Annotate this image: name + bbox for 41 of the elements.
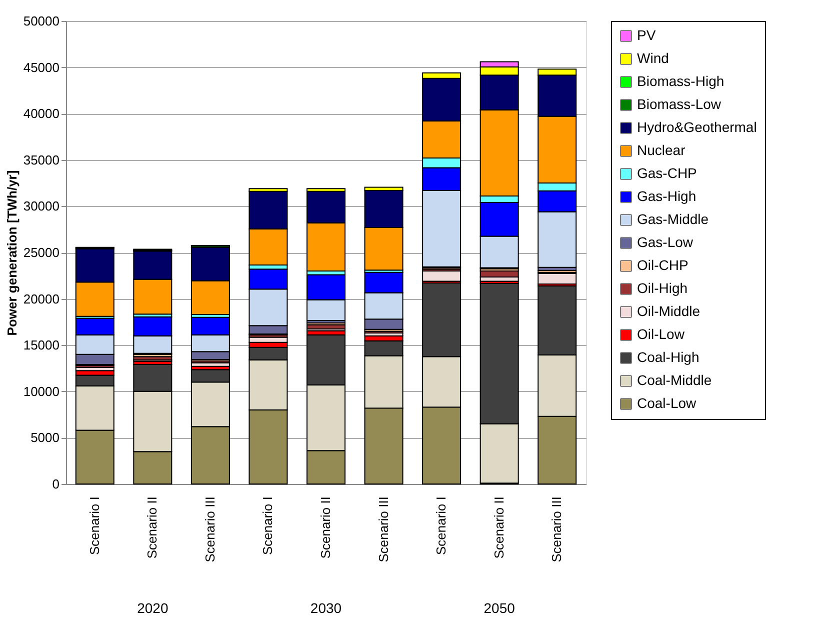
legend-label: Coal-High — [637, 349, 700, 365]
text: 2020 — [137, 600, 168, 616]
x-tick-label: Scenario III — [202, 496, 218, 562]
legend-label: Oil-Low — [637, 326, 686, 342]
legend-label: Coal-Middle — [637, 372, 712, 388]
legend-label: Gas-CHP — [637, 165, 697, 181]
legend-label: Gas-High — [637, 188, 696, 204]
x-tick-label: Scenario I — [434, 496, 449, 556]
y-tick-label: 15000 — [23, 338, 60, 353]
legend-label: Gas-Middle — [637, 211, 709, 227]
legend-label: Biomass-Low — [637, 96, 722, 112]
legend-label: Biomass-High — [637, 73, 724, 89]
y-tick-label: 25000 — [23, 245, 60, 260]
text: 2050 — [484, 600, 516, 616]
y-tick-label: 20000 — [23, 291, 60, 306]
y-tick-label: 10000 — [23, 384, 60, 399]
legend-label: Oil-CHP — [637, 257, 688, 273]
y-tick-label: 50000 — [23, 14, 60, 28]
y-tick-label: 0 — [52, 476, 60, 492]
text: 2030 — [310, 600, 342, 616]
legend-label: PV — [637, 27, 656, 43]
y-tick-label: 45000 — [23, 60, 60, 75]
x-tick-label: Scenario III — [549, 496, 564, 562]
x-tick-label: Scenario III — [376, 496, 391, 562]
y-tick-label: 30000 — [23, 198, 60, 214]
y-tick-label: 40000 — [23, 106, 60, 122]
x-tick-label: Scenario I — [86, 496, 102, 556]
legend-label: Oil-Middle — [637, 303, 700, 319]
y-tick-label: 35000 — [23, 152, 60, 168]
legend-label: Wind — [637, 50, 669, 66]
y-axis-title: Power generation [TWh/yr] — [4, 170, 20, 336]
legend-label: Oil-High — [637, 280, 688, 296]
legend-label: Hydro&Geothermal — [637, 119, 757, 135]
x-tick-label: Scenario I — [260, 496, 276, 556]
legend-label: Nuclear — [637, 142, 686, 158]
x-tick-label: Scenario II — [491, 496, 506, 559]
legend-label: Coal-Low — [637, 395, 698, 411]
x-tick-label: Scenario II — [318, 496, 333, 559]
y-tick-label: 5000 — [30, 430, 60, 446]
legend-label: Gas-Low — [637, 234, 694, 250]
x-tick-label: Scenario II — [144, 496, 160, 559]
